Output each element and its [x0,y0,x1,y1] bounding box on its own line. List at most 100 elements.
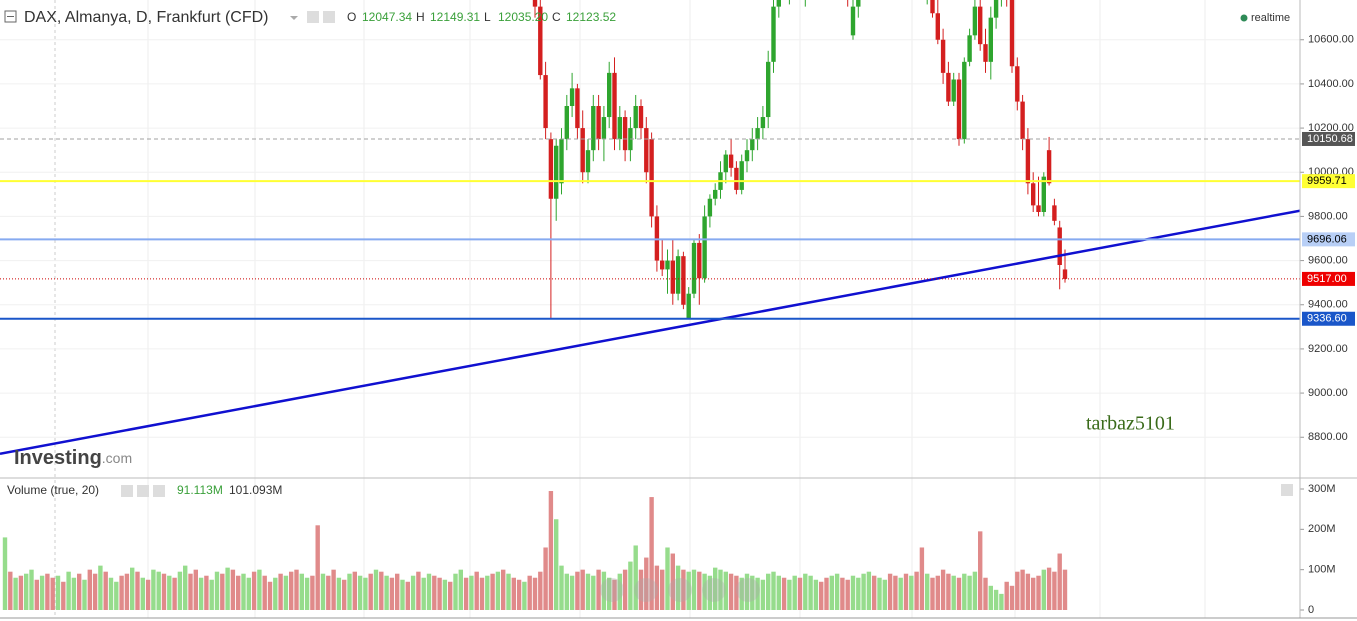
volume-bar [813,579,819,610]
status: realtime [1251,12,1290,24]
volume-bar [421,577,426,610]
candle-body [532,0,538,7]
level-label: 9336.60 [1307,313,1347,325]
volume-bar [569,575,575,610]
volume-bar [988,585,993,610]
nav-left[interactable] [600,578,624,602]
volume-bar [723,571,728,610]
volume-bar [914,571,919,610]
volume-bar [893,575,898,610]
candle-body [935,13,940,40]
volume-tick-label: 100M [1308,564,1336,576]
volume-bar [681,569,686,610]
volume-bar [87,569,92,610]
nav-right[interactable] [736,578,760,602]
volume-bar [511,577,516,610]
volume-bar [310,575,315,610]
volume-bar [45,573,50,610]
volume-bar [183,565,188,610]
volume-bar [591,575,596,610]
icon[interactable] [323,11,335,23]
candle-body [993,0,999,18]
volume-bar [1009,585,1015,610]
nav-reset[interactable] [668,578,692,602]
volume-bar [845,579,850,610]
candle-body [707,198,713,217]
icon[interactable] [307,11,319,23]
volume-bar [803,573,808,610]
candle-body [612,72,617,140]
volume-bar [410,575,416,610]
candle-body [1046,150,1052,184]
volume-bar [379,571,384,610]
volume-bar [103,571,108,610]
volume-bar [209,579,214,610]
volume-bar [495,571,501,610]
volume-bar [898,577,903,610]
volume-bar [1057,553,1062,610]
volume-bar [278,573,283,610]
volume-bar [644,557,649,610]
volume-bar [283,575,289,610]
candle-body [1052,205,1057,221]
y-tick-label: 10200.00 [1308,122,1354,134]
icon[interactable] [137,485,149,497]
nav-zoom-in[interactable] [702,578,726,602]
volume-title: Volume (true, 20) [7,483,99,497]
candle-body [1009,0,1015,67]
candle-body [1057,227,1062,265]
volume-bar [665,547,670,610]
volume-bar [241,573,246,610]
volume-bar [919,547,925,610]
volume-bar [395,573,400,610]
volume-bar [755,577,760,610]
dropdown[interactable] [290,16,298,20]
volume-bar [437,577,442,610]
volume-bar [92,573,98,610]
candle-body [988,17,993,62]
volume-bar [1036,575,1041,610]
icon[interactable] [153,485,165,497]
volume-bar [198,577,204,610]
volume-bar [257,569,262,610]
candle-body [554,145,559,199]
volume-bar [29,569,34,610]
candle-body [564,106,569,140]
candle-body [660,260,665,270]
volume-bar [787,579,792,610]
candle-body [750,139,755,151]
volume-bar [532,577,538,610]
volume-bar [156,571,161,610]
close-value: 12123.52 [566,10,616,24]
candle-body [686,293,691,318]
volume-bar [469,575,474,610]
candle-body [691,242,697,294]
volume-bar [98,565,103,610]
pane-button[interactable] [1281,484,1293,496]
volume-bar [612,579,617,610]
volume-value: 91.113M [177,483,223,497]
y-tick-label: 10600.00 [1308,34,1354,46]
candle-body [850,6,856,36]
axes: 8800.00 9000.00 9200.00 9400.00 9600.00 9800.… [1300,34,1355,616]
volume-bar [426,573,432,610]
volume-bar [506,573,511,610]
volume-bar [617,573,622,610]
volume-bar [188,573,193,610]
vertical-grid [54,0,1206,618]
volume-pane [2,491,1068,610]
volume-bar [522,581,527,610]
y-tick-label: 9400.00 [1308,299,1348,311]
nav-zoom-out[interactable] [634,578,658,602]
volume-bar [792,575,797,610]
icon[interactable] [121,485,133,497]
brand-name: Investing [14,447,102,469]
volume-bar [935,575,940,610]
volume-bar [1004,581,1009,610]
volume-bar [352,571,357,610]
volume-bar [702,573,707,610]
trend-line [0,209,1300,456]
navigation-buttons [600,578,760,602]
volume-bar [978,531,983,610]
volume-bar [479,577,485,610]
